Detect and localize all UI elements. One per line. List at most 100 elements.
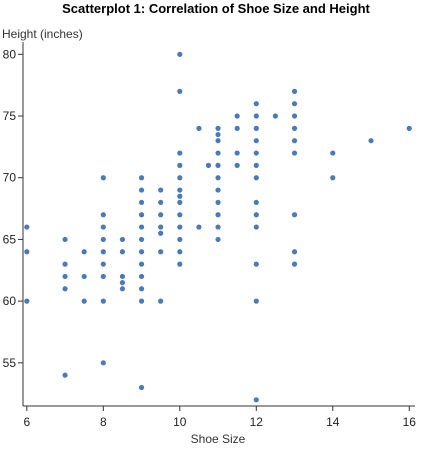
data-point xyxy=(330,175,336,181)
data-point xyxy=(138,273,145,280)
data-point xyxy=(138,224,145,230)
data-point xyxy=(138,175,145,181)
data-point xyxy=(253,138,259,144)
data-point xyxy=(62,286,68,292)
x-tick-label: 8 xyxy=(100,415,107,429)
data-point xyxy=(291,125,298,131)
data-point xyxy=(291,249,298,255)
data-point xyxy=(158,212,164,218)
data-point xyxy=(177,175,183,181)
data-point xyxy=(196,224,202,230)
data-point xyxy=(62,372,68,378)
data-point xyxy=(177,162,183,168)
data-points xyxy=(24,51,412,403)
data-point xyxy=(81,249,87,255)
data-point xyxy=(62,273,68,280)
data-point xyxy=(330,150,336,156)
x-tick-label: 16 xyxy=(403,415,417,429)
data-point xyxy=(215,236,221,243)
data-point xyxy=(215,212,221,218)
data-point xyxy=(253,397,259,403)
data-point xyxy=(215,199,221,206)
data-point xyxy=(158,187,164,193)
data-point xyxy=(62,261,68,267)
data-point xyxy=(177,88,183,94)
data-point xyxy=(253,212,259,218)
data-point xyxy=(205,162,212,168)
data-point xyxy=(368,138,374,144)
data-point xyxy=(177,51,183,57)
data-point xyxy=(100,212,106,218)
data-point xyxy=(234,162,240,168)
data-point xyxy=(81,298,87,304)
data-point xyxy=(406,125,412,131)
data-point xyxy=(253,113,259,119)
data-point xyxy=(119,273,126,280)
data-point xyxy=(291,212,298,218)
data-point xyxy=(62,236,68,243)
data-point xyxy=(177,199,183,206)
data-point xyxy=(100,175,106,181)
data-point xyxy=(177,187,183,193)
y-tick-label: 65 xyxy=(3,232,17,246)
data-point xyxy=(215,138,221,144)
data-point xyxy=(253,224,259,230)
x-tick-label: 12 xyxy=(250,415,264,429)
data-point xyxy=(215,224,221,230)
data-point xyxy=(100,236,106,243)
x-tick-label: 14 xyxy=(326,415,340,429)
data-point xyxy=(100,273,106,280)
data-point xyxy=(215,150,221,156)
data-point xyxy=(177,236,183,243)
data-point xyxy=(215,162,221,168)
data-point xyxy=(158,230,164,236)
data-point xyxy=(177,212,183,218)
data-point xyxy=(138,187,145,193)
data-point xyxy=(234,113,240,119)
data-point xyxy=(138,261,145,267)
data-point xyxy=(177,249,183,255)
data-point xyxy=(215,125,221,131)
x-axis-label: Shoe Size xyxy=(191,432,246,446)
y-tick-label: 60 xyxy=(3,294,17,308)
data-point xyxy=(138,199,145,206)
data-point xyxy=(291,101,298,107)
data-point xyxy=(24,224,30,230)
data-point xyxy=(291,88,298,94)
data-point xyxy=(177,261,183,267)
data-point xyxy=(138,249,145,255)
y-tick-label: 80 xyxy=(3,47,17,61)
data-point xyxy=(119,236,126,243)
data-point xyxy=(253,162,259,168)
data-point xyxy=(100,261,106,267)
data-point xyxy=(272,113,279,119)
data-point xyxy=(253,150,259,156)
data-point xyxy=(119,286,126,292)
data-point xyxy=(138,236,145,243)
data-point xyxy=(158,249,164,255)
data-point xyxy=(138,384,145,391)
data-point xyxy=(100,224,106,230)
data-point xyxy=(100,360,106,366)
x-tick-label: 10 xyxy=(173,415,187,429)
data-point xyxy=(215,187,221,193)
data-point xyxy=(253,199,259,206)
data-point xyxy=(100,298,106,304)
data-point xyxy=(138,286,145,292)
data-point xyxy=(234,150,240,156)
data-point xyxy=(119,280,126,286)
data-point xyxy=(253,125,259,131)
data-point xyxy=(138,212,145,218)
data-point xyxy=(119,249,126,255)
data-point xyxy=(291,150,298,156)
data-point xyxy=(215,131,221,138)
y-tick-label: 75 xyxy=(3,109,17,123)
data-point xyxy=(177,224,183,230)
y-tick-label: 55 xyxy=(3,356,17,370)
data-point xyxy=(253,298,259,304)
data-point xyxy=(253,175,259,181)
y-axis-label: Height (inches) xyxy=(2,27,83,41)
data-point xyxy=(158,199,164,206)
